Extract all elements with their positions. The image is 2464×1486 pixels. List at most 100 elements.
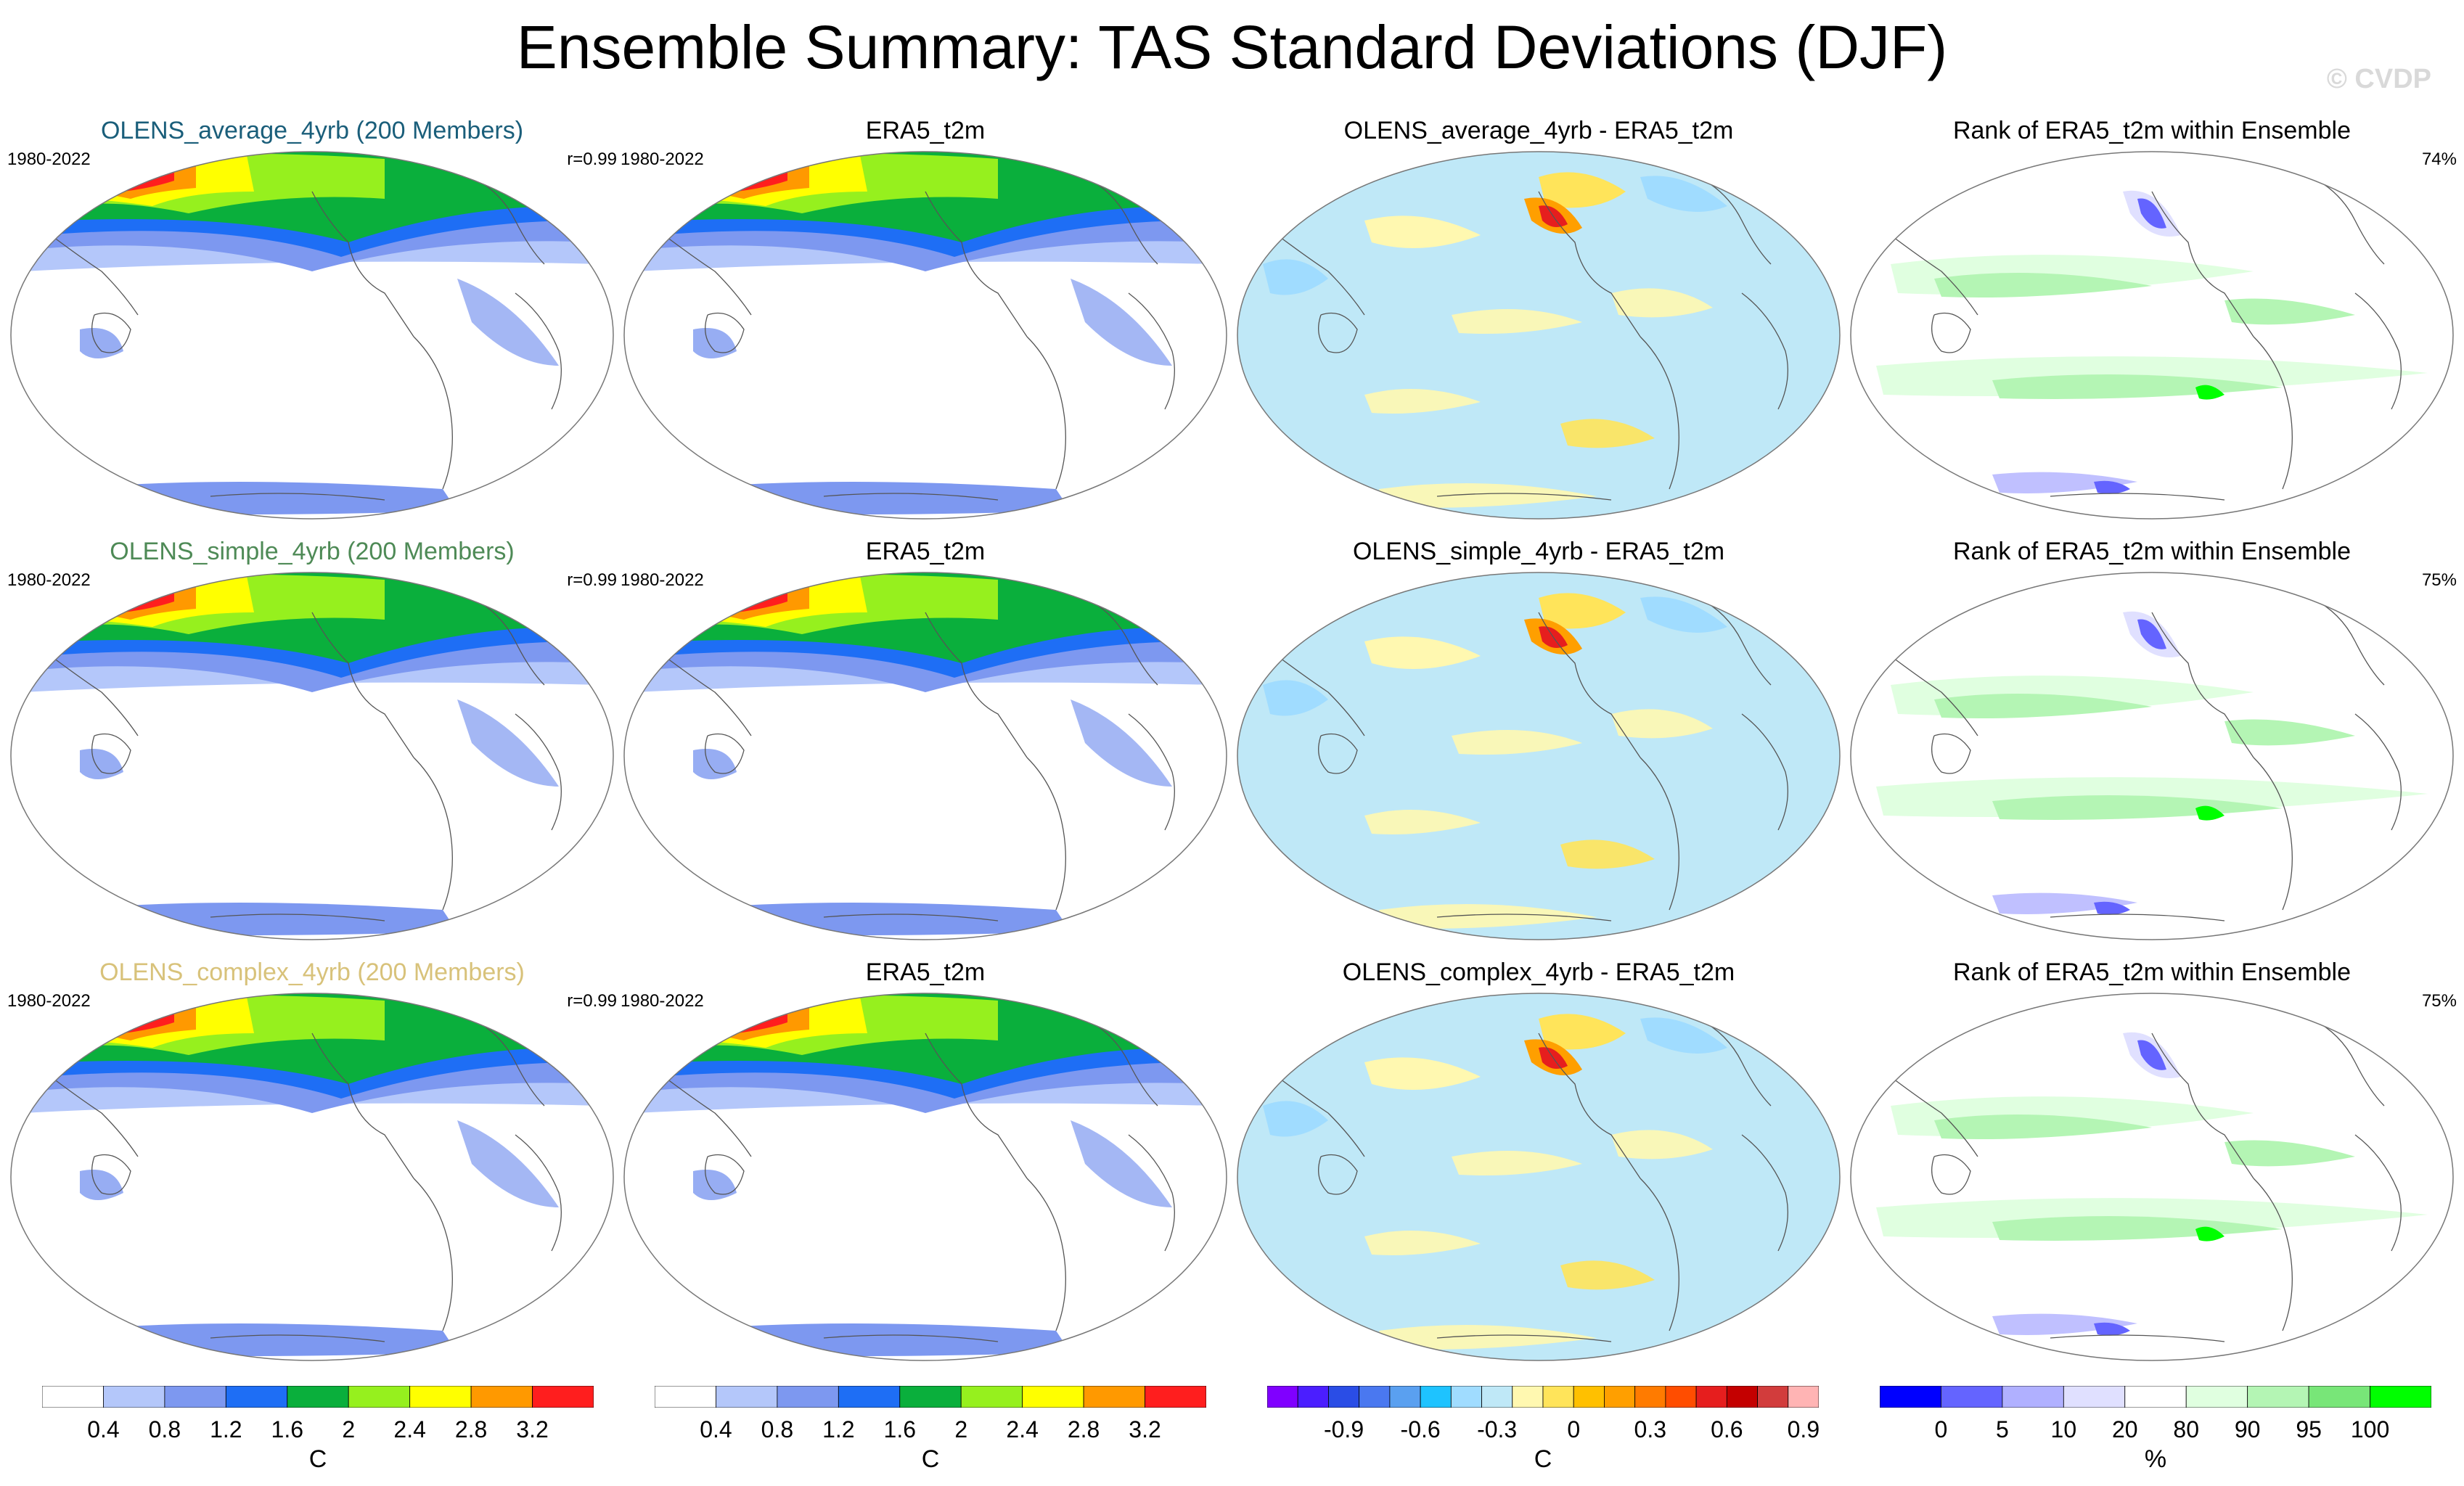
colorbar-std-obs: 0.4 0.8 1.2 1.6 2 2.4 2.8 3.2 C [655,1386,1206,1473]
colorbar-swatch [838,1386,901,1408]
colorbar-swatch [1634,1386,1666,1408]
colorbar-swatch [1941,1386,2003,1408]
map-fill [624,993,1227,1360]
colorbar-swatch [1512,1386,1544,1408]
colorbar-swatch [1389,1386,1421,1408]
panel-obs-row1: ERA5_t2m 1980-2022 [621,116,1230,522]
coastlines [1277,176,1788,501]
panel-title: Rank of ERA5_t2m within Ensemble [1952,958,2352,986]
map-fill [11,572,613,940]
colorbar-tick-label: 2 [342,1416,356,1442]
colorbar-tick-label: 2 [954,1416,968,1442]
coastlines [1277,1018,1788,1342]
panel-title: Rank of ERA5_t2m within Ensemble [1952,538,2352,565]
map-outline [10,572,614,940]
colorbar-swatches [655,1386,1206,1408]
colorbar-swatch [2002,1386,2064,1408]
colorbar-swatch [1328,1386,1360,1408]
panel-rank-row1: Rank of ERA5_t2m within Ensemble 74% [1847,116,2457,522]
panel-title: ERA5_t2m [865,958,986,986]
colorbar-tick-label: 0 [1934,1416,1948,1442]
colorbar-swatch [470,1386,533,1408]
map-fill [1851,993,2453,1360]
colorbar-swatch [1481,1386,1513,1408]
colorbar-swatch [1542,1386,1574,1408]
colorbar-swatch [960,1386,1023,1408]
std-map [623,151,1227,520]
map-outline [1850,993,2454,1361]
pattern-correlation: r=0.99 [567,570,617,590]
panel-years: 1980-2022 [7,149,91,169]
colorbar-swatch [2370,1386,2431,1408]
colorbar-swatch [1880,1386,1941,1408]
colorbar-swatch [716,1386,778,1408]
colorbar-swatch [1726,1386,1758,1408]
colorbar-swatch [103,1386,165,1408]
colorbar-tick-label: 100 [2350,1416,2390,1442]
colorbar-tick-label: 1.2 [210,1416,242,1442]
map-fill [1237,572,1840,940]
coastlines [663,1018,1175,1342]
colorbar-swatch [1083,1386,1145,1408]
colorbar-tick-label: 3.2 [1129,1416,1161,1442]
watermark: © CVDP [2326,64,2431,94]
colorbar-swatch [1573,1386,1605,1408]
panel-diff-row2: OLENS_simple_4yrb - ERA5_t2m [1234,537,1843,943]
colorbar-tick-label: 0.4 [700,1416,732,1442]
diff-map [1237,151,1841,520]
panel-title: ERA5_t2m [865,117,986,144]
colorbar-swatch [1420,1386,1452,1408]
colorbar-swatch [1359,1386,1391,1408]
coastlines [1890,1018,2402,1342]
colorbar-tick-label: 95 [2296,1416,2322,1442]
panel-rank-row2: Rank of ERA5_t2m within Ensemble 75% [1847,537,2457,943]
colorbar-swatch [348,1386,411,1408]
colorbar-unit-label: C [308,1445,327,1473]
map-outline [1237,151,1841,520]
colorbar-tick-label: 20 [2111,1416,2138,1442]
panel-years: 1980-2022 [621,570,704,590]
map-fill [1237,993,1840,1360]
colorbar-swatch [777,1386,839,1408]
colorbar-swatch [1145,1386,1206,1408]
map-outline [623,572,1227,940]
map-fill [624,152,1227,519]
colorbar-swatch [1267,1386,1298,1408]
colorbar-tick-label: 2.4 [1006,1416,1039,1442]
panel-years: 1980-2022 [7,570,91,590]
panel-model-row3: OLENS_complex_4yrb (200 Members) 1980-20… [7,958,617,1364]
coastlines [663,176,1175,501]
figure-title: Ensemble Summary: TAS Standard Deviation… [516,13,1948,81]
diff-map [1237,993,1841,1361]
coastlines [50,176,562,501]
colorbar-unit-label: % [2144,1445,2167,1473]
rank-percentage: 75% [2421,991,2457,1011]
map-outline [1850,151,2454,520]
colorbar-swatch [899,1386,962,1408]
colorbar-swatch [164,1386,226,1408]
map-fill [1237,152,1840,519]
colorbar-unit-label: C [921,1445,940,1473]
colorbar-unit-label: C [1534,1445,1552,1473]
colorbar-tick-label: 0.8 [148,1416,181,1442]
panel-model-row2: OLENS_simple_4yrb (200 Members) 1980-202… [7,537,617,943]
panel-years: 1980-2022 [621,991,704,1011]
colorbar-swatches [1267,1386,1819,1408]
colorbar-swatch [655,1386,716,1408]
map-outline [10,151,614,520]
coastlines [1890,176,2402,501]
coastlines [1890,597,2402,921]
rank-map [1850,572,2454,940]
map-fill [1851,572,2453,940]
colorbar-tick-label: 2.8 [1067,1416,1100,1442]
colorbar-tick-label: 5 [1995,1416,2009,1442]
std-map [10,572,614,940]
colorbar-tick-label: 0.4 [87,1416,120,1442]
colorbar-tick-label: 10 [2050,1416,2077,1442]
std-map [623,993,1227,1361]
panel-diff-row3: OLENS_complex_4yrb - ERA5_t2m [1234,958,1843,1364]
panel-title: OLENS_average_4yrb (200 Members) [100,117,524,144]
std-map [10,993,614,1361]
colorbar-swatch [1695,1386,1727,1408]
colorbar-tick-label: 2.4 [393,1416,426,1442]
